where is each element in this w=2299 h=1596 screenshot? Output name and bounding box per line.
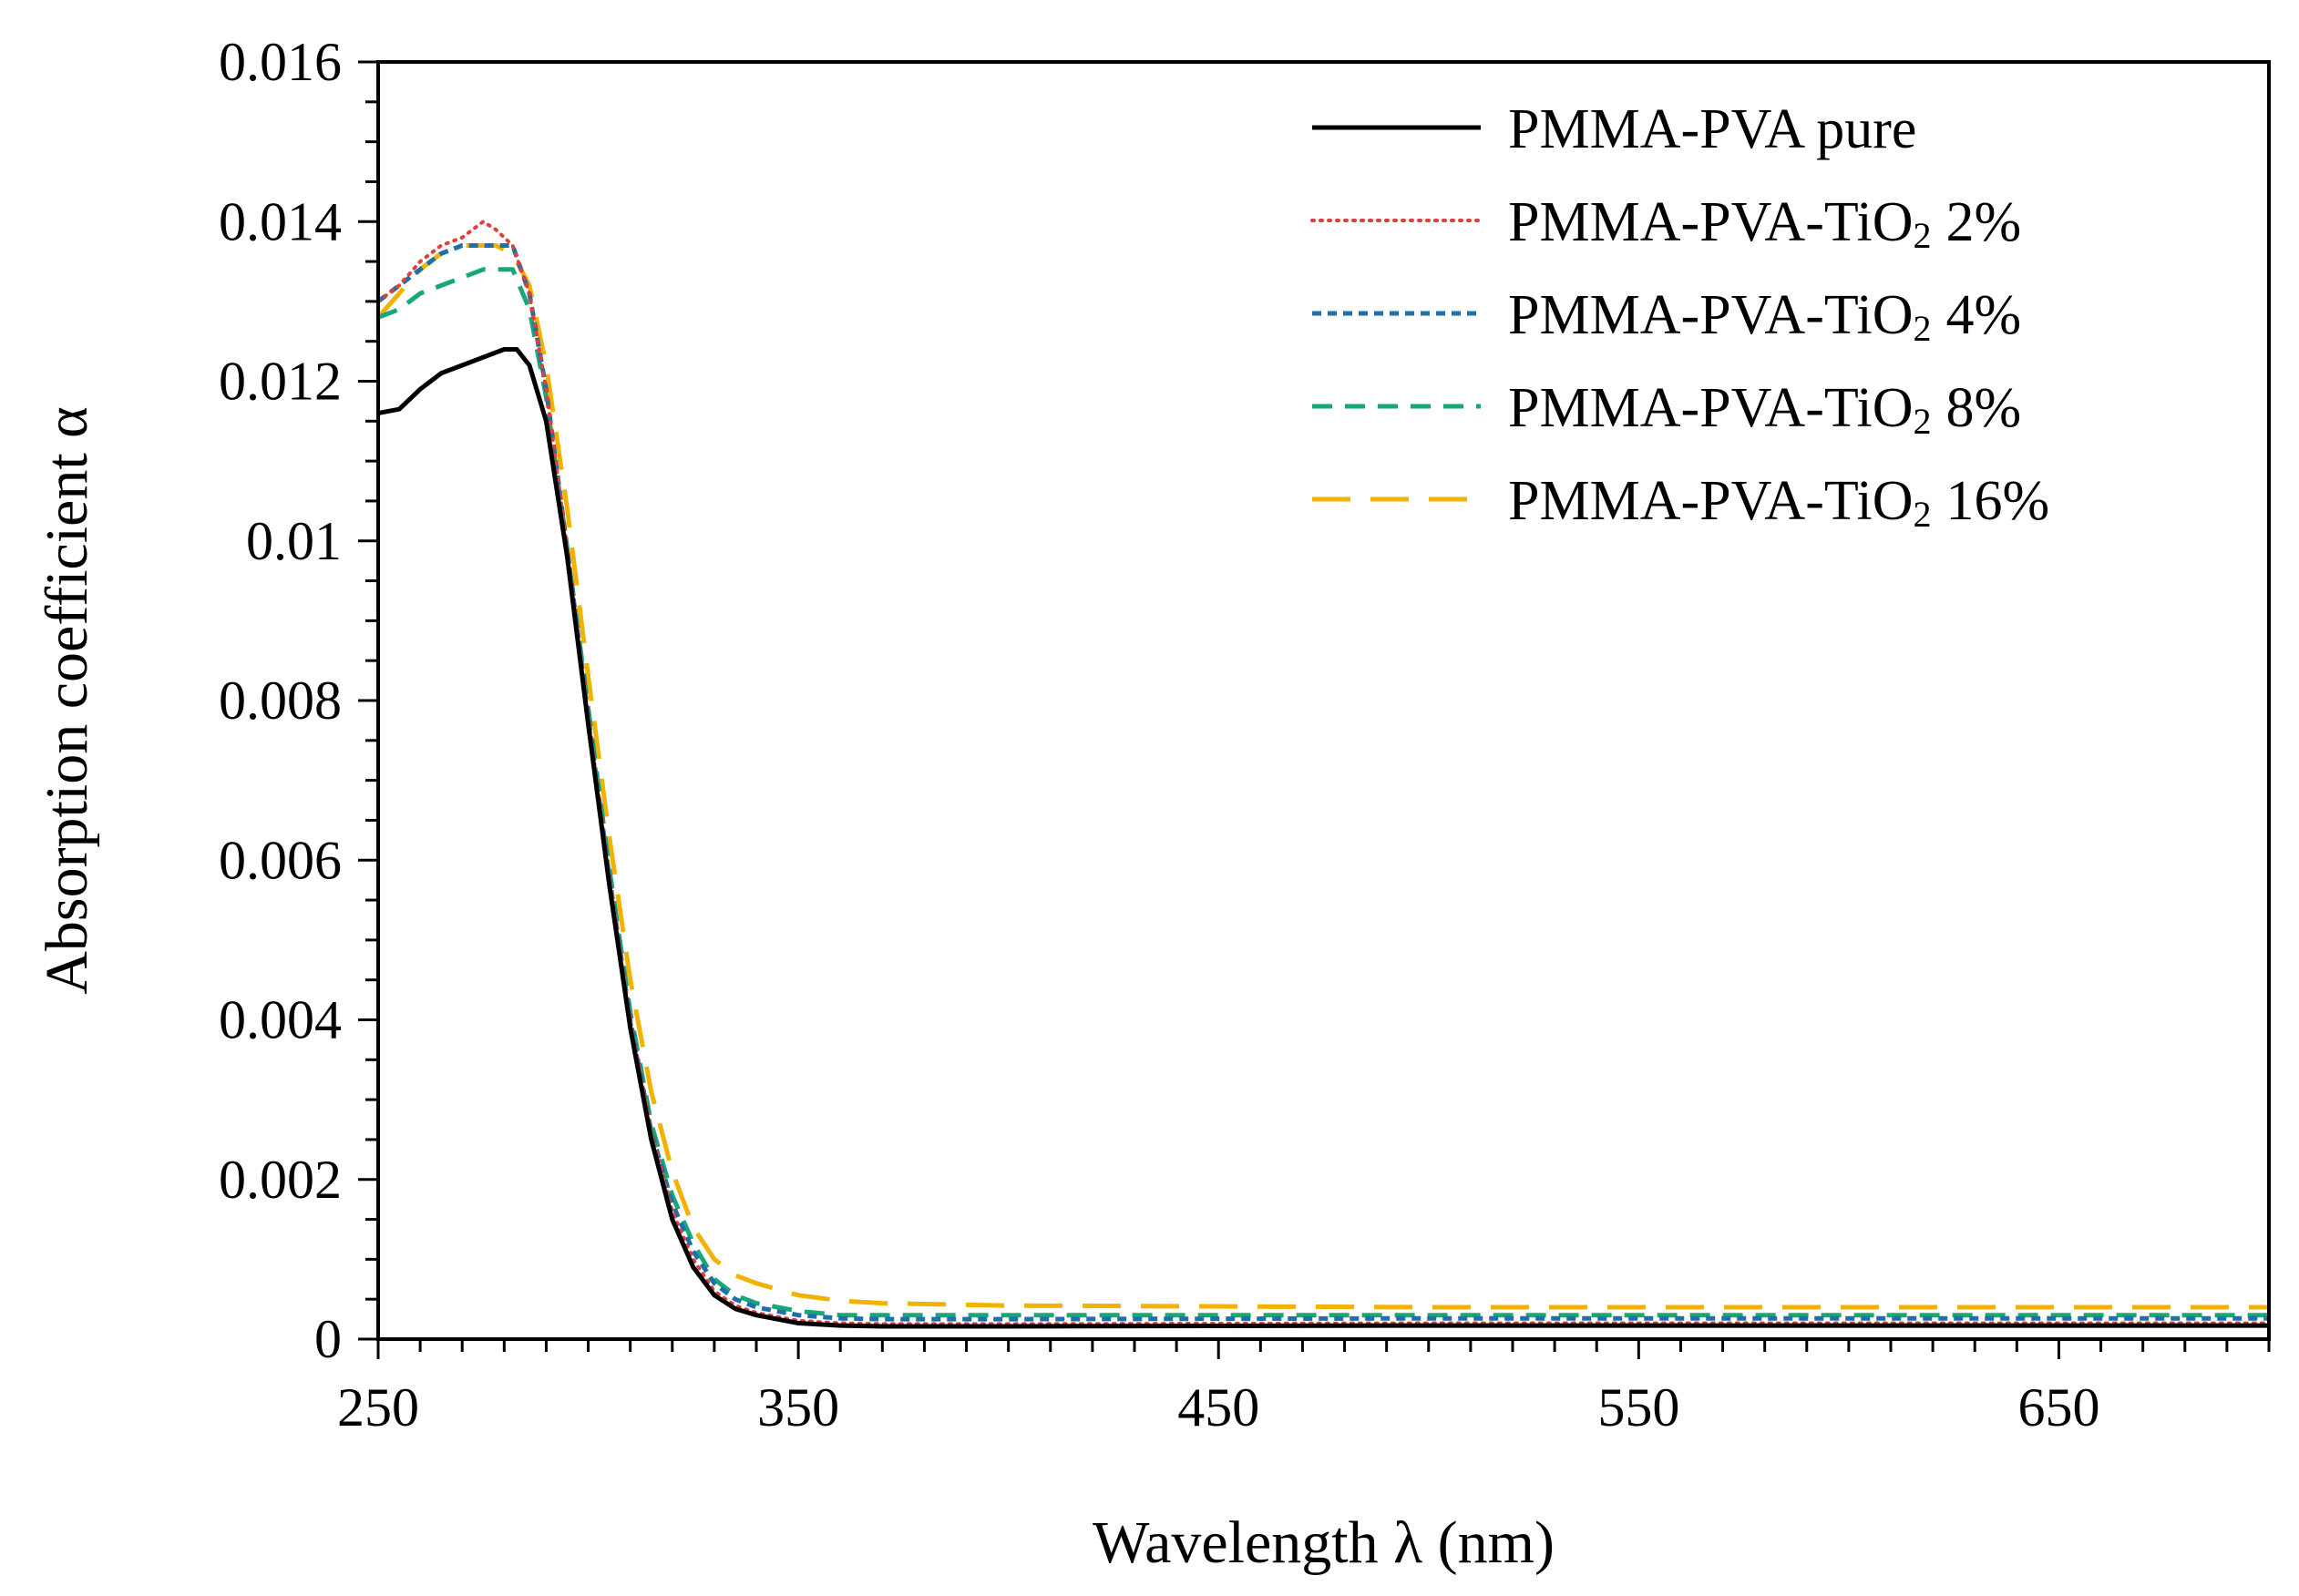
y-tick-label: 0.01	[246, 511, 342, 571]
y-tick-label: 0.004	[219, 990, 342, 1050]
y-tick-label: 0.008	[219, 670, 342, 731]
x-axis-title: Wavelength λ (nm)	[1093, 1509, 1555, 1576]
y-axis-title: Absorption coefficient α	[34, 406, 100, 995]
legend-label-percent: 4%	[1946, 284, 2022, 346]
x-axis-tick-labels: 250 350 450 550 650	[337, 1377, 2099, 1437]
y-tick-label: 0.014	[219, 191, 342, 251]
legend-label-main: PMMA-PVA-TiO	[1508, 377, 1914, 439]
legend-label-percent: 16%	[1946, 470, 2050, 532]
legend-label-2: PMMA-PVA-TiO2 4%	[1508, 284, 2021, 349]
y-axis-tick-labels: 0 0.002 0.004 0.006 0.008 0.01 0.012 0.014 0.016	[219, 32, 342, 1369]
y-tick-label: 0.016	[219, 32, 342, 92]
x-tick-label: 550	[1597, 1377, 1679, 1437]
y-tick-label: 0.002	[219, 1150, 342, 1210]
legend-label-subscript: 2	[1914, 215, 1932, 256]
legend-label-percent: 2%	[1946, 191, 2022, 253]
legend-label-4: PMMA-PVA-TiO2 16%	[1508, 470, 2049, 535]
x-tick-label: 250	[337, 1377, 419, 1437]
legend-label-percent: 8%	[1946, 377, 2022, 439]
y-tick-label: 0	[314, 1309, 342, 1369]
legend-label-0: PMMA-PVA pure	[1508, 98, 1916, 160]
y-tick-label: 0.012	[219, 352, 342, 412]
series-line-1	[376, 220, 2271, 1326]
legend-label-main: PMMA-PVA pure	[1508, 98, 1916, 160]
x-axis-ticks	[376, 1339, 2271, 1359]
legend-label-main: PMMA-PVA-TiO	[1508, 284, 1914, 346]
legend-label-subscript: 2	[1914, 494, 1932, 535]
legend-label-main: PMMA-PVA-TiO	[1508, 191, 1914, 253]
plot-area-frame	[376, 60, 2271, 1341]
x-tick-label: 450	[1177, 1377, 1259, 1437]
legend-label-subscript: 2	[1914, 401, 1932, 442]
legend-label-main: PMMA-PVA-TiO	[1508, 470, 1914, 532]
series-line-0	[377, 347, 2269, 1329]
legend-label-1: PMMA-PVA-TiO2 2%	[1508, 191, 2021, 256]
series-lines	[376, 220, 2271, 1329]
legend-label-3: PMMA-PVA-TiO2 8%	[1508, 377, 2021, 442]
legend-label-subscript: 2	[1914, 308, 1932, 349]
series-line-3	[377, 267, 2269, 1318]
x-tick-label: 650	[2017, 1377, 2099, 1437]
x-tick-label: 350	[757, 1377, 839, 1437]
y-tick-label: 0.006	[219, 830, 342, 890]
y-axis-ticks	[358, 60, 378, 1341]
